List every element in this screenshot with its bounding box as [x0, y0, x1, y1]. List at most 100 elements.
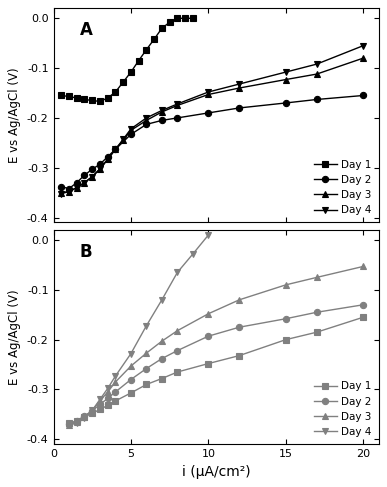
- Day 3: [206, 92, 211, 97]
- Day 1: [175, 16, 180, 21]
- Line: Day 3: Day 3: [66, 263, 366, 429]
- Day 2: [314, 309, 319, 315]
- Day 1: [136, 57, 141, 63]
- Day 4: [59, 191, 63, 197]
- Day 3: [175, 328, 180, 334]
- Day 3: [361, 55, 365, 61]
- Day 2: [67, 186, 71, 191]
- Day 2: [159, 117, 164, 123]
- Day 3: [361, 263, 365, 269]
- Day 2: [175, 115, 180, 121]
- Day 4: [98, 166, 102, 171]
- Day 2: [67, 421, 71, 427]
- Day 3: [237, 85, 241, 91]
- Day 4: [128, 126, 133, 132]
- Day 1: [98, 98, 102, 104]
- Line: Day 3: Day 3: [58, 55, 366, 196]
- Day 4: [121, 136, 125, 142]
- Day 2: [82, 413, 87, 419]
- Day 4: [74, 185, 79, 190]
- Line: Day 1: Day 1: [66, 314, 366, 427]
- Day 4: [190, 251, 195, 257]
- Line: Day 4: Day 4: [66, 232, 211, 429]
- Line: Day 1: Day 1: [58, 15, 196, 105]
- Day 4: [237, 81, 241, 87]
- Day 2: [206, 333, 211, 339]
- Day 1: [105, 95, 110, 101]
- Text: A: A: [79, 21, 92, 39]
- Day 4: [159, 108, 164, 113]
- Day 2: [175, 348, 180, 354]
- Day 3: [314, 71, 319, 77]
- X-axis label: i (μA/cm²): i (μA/cm²): [182, 465, 250, 479]
- Day 4: [74, 420, 79, 426]
- Day 2: [159, 356, 164, 361]
- Day 3: [82, 180, 87, 186]
- Day 1: [183, 16, 187, 21]
- Day 2: [144, 121, 149, 127]
- Y-axis label: E vs Ag/AgCl (V): E vs Ag/AgCl (V): [9, 289, 21, 385]
- Day 4: [144, 115, 149, 121]
- Legend: Day 1, Day 2, Day 3, Day 4: Day 1, Day 2, Day 3, Day 4: [312, 379, 373, 439]
- Day 1: [90, 411, 94, 416]
- Day 3: [98, 398, 102, 404]
- Day 3: [113, 147, 118, 152]
- Day 1: [74, 95, 79, 101]
- Day 2: [105, 395, 110, 401]
- Day 3: [67, 422, 71, 428]
- Day 3: [237, 297, 241, 303]
- Day 3: [67, 188, 71, 194]
- Day 3: [121, 137, 125, 143]
- Day 4: [113, 147, 118, 152]
- Day 1: [59, 93, 63, 98]
- Line: Day 2: Day 2: [66, 301, 366, 428]
- Day 3: [98, 166, 102, 172]
- Day 1: [98, 407, 102, 412]
- Day 3: [159, 109, 164, 115]
- Day 3: [74, 419, 79, 425]
- Day 2: [113, 147, 118, 152]
- Day 1: [67, 94, 71, 99]
- Day 2: [98, 161, 102, 167]
- Day 3: [206, 311, 211, 317]
- Day 1: [144, 381, 149, 387]
- Day 1: [82, 414, 87, 420]
- Day 1: [74, 418, 79, 424]
- Day 3: [105, 156, 110, 162]
- Day 1: [113, 89, 118, 95]
- Day 4: [206, 89, 211, 95]
- Day 3: [105, 389, 110, 395]
- Day 4: [105, 386, 110, 392]
- Day 2: [98, 401, 102, 407]
- Day 2: [90, 166, 94, 172]
- Day 4: [67, 188, 71, 194]
- Day 4: [98, 396, 102, 402]
- Day 4: [82, 180, 87, 186]
- Day 1: [190, 16, 195, 21]
- Day 2: [314, 96, 319, 102]
- Day 2: [82, 172, 87, 178]
- Day 2: [237, 324, 241, 330]
- Day 3: [59, 190, 63, 196]
- Day 4: [314, 61, 319, 67]
- Day 1: [206, 361, 211, 367]
- Day 3: [82, 414, 87, 420]
- Day 2: [59, 184, 63, 189]
- Day 2: [128, 131, 133, 137]
- Day 3: [144, 117, 149, 123]
- Day 1: [237, 353, 241, 358]
- Day 2: [90, 408, 94, 414]
- Day 4: [206, 232, 211, 238]
- Day 4: [105, 156, 110, 162]
- Day 1: [90, 97, 94, 103]
- Day 3: [128, 363, 133, 369]
- Day 1: [159, 25, 164, 31]
- Day 3: [74, 185, 79, 190]
- Day 4: [159, 297, 164, 303]
- Day 2: [144, 366, 149, 372]
- Day 4: [175, 269, 180, 275]
- Legend: Day 1, Day 2, Day 3, Day 4: Day 1, Day 2, Day 3, Day 4: [312, 157, 373, 217]
- Day 1: [283, 337, 288, 342]
- Day 4: [128, 351, 133, 356]
- Day 1: [159, 375, 164, 381]
